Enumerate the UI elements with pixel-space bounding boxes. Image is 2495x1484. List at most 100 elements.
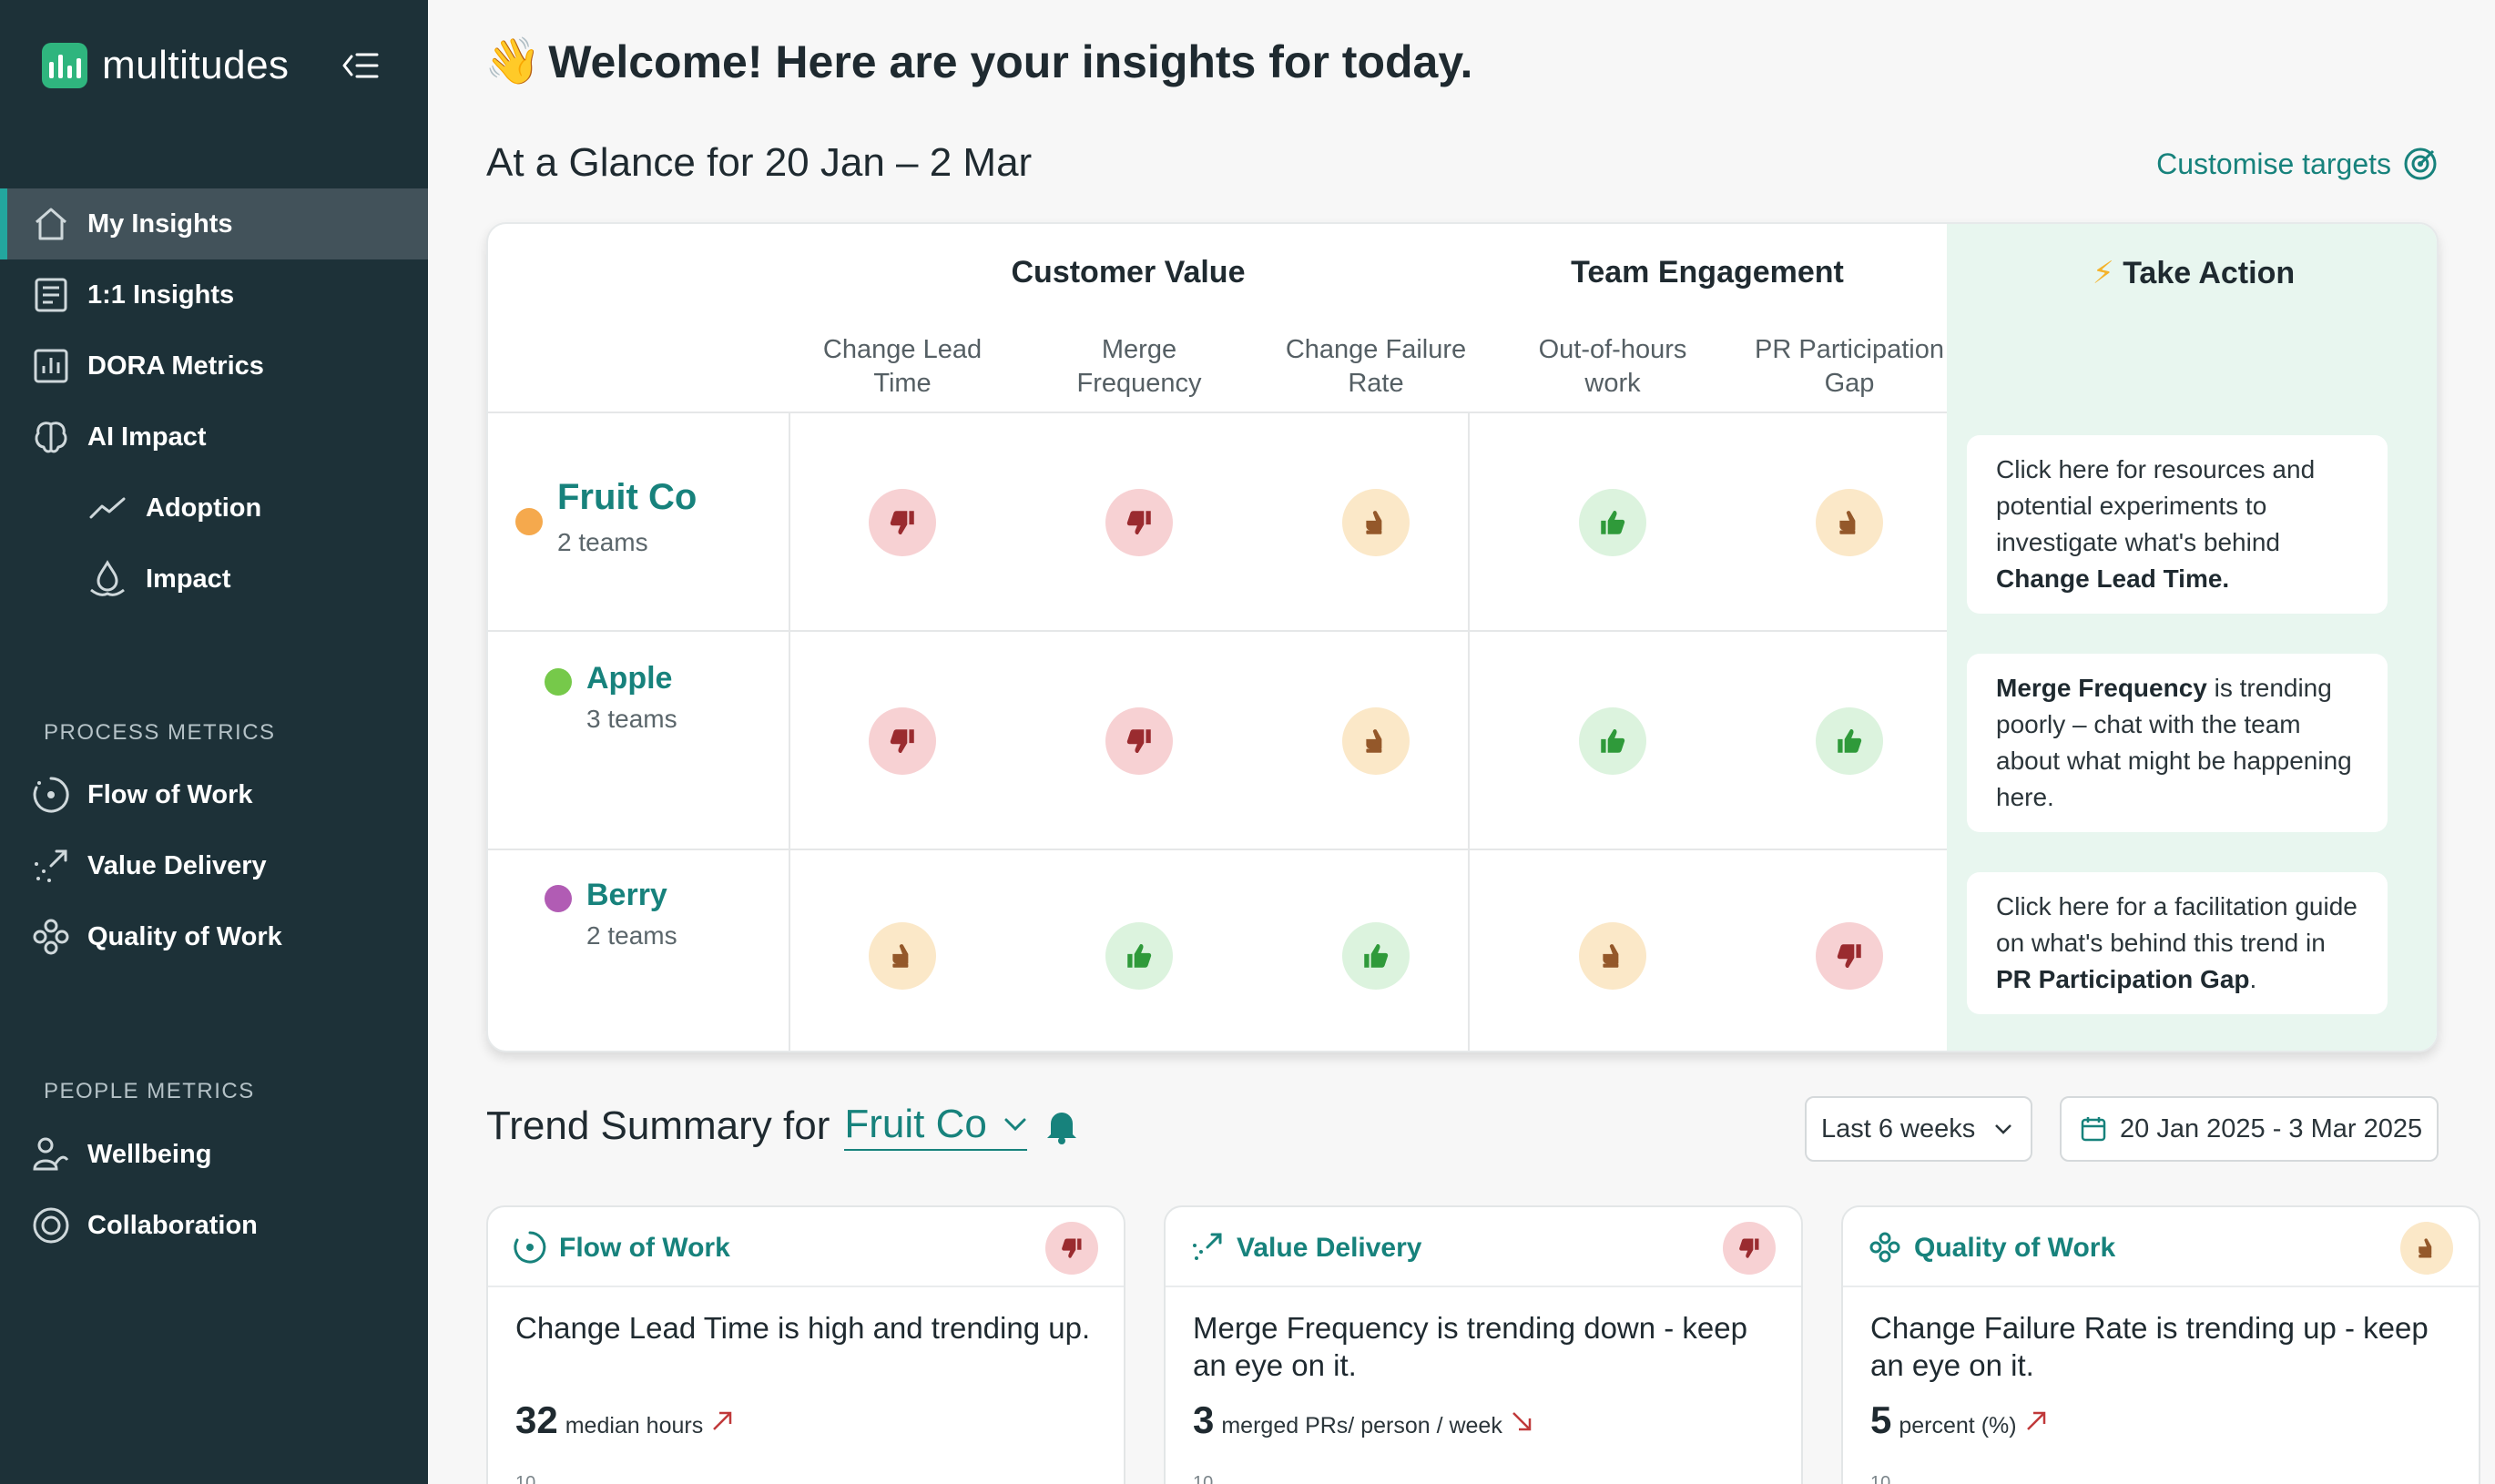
thumbs-down-icon <box>1045 1222 1098 1275</box>
trend-card-header: Quality of Work <box>1843 1207 2479 1287</box>
thumbs-down-icon[interactable] <box>1105 489 1173 556</box>
bar-chart-icon <box>31 346 71 386</box>
column-header: Change Failure Rate <box>1285 335 1467 398</box>
sparkle-arrow-icon <box>1193 1233 1222 1260</box>
customise-targets-label: Customise targets <box>2156 147 2391 180</box>
trend-line-icon <box>87 488 127 528</box>
thumbs-sideways-icon[interactable] <box>1816 489 1883 556</box>
sidebar-item-wellbeing[interactable]: Wellbeing <box>0 1119 428 1190</box>
sidebar-item-my-insights[interactable]: My Insights <box>0 188 428 259</box>
trend-up-arrow-icon <box>2026 1411 2045 1430</box>
thumbs-up-icon[interactable] <box>1816 707 1883 775</box>
thumbs-up-icon[interactable] <box>1579 489 1646 556</box>
take-action-heading: ⚡ Take Action <box>2092 256 2296 290</box>
chart-tick-label: 10 <box>1193 1473 1214 1484</box>
logo-icon <box>42 43 87 88</box>
trend-card[interactable]: Value Delivery Merge Frequency is trendin… <box>1164 1205 1803 1484</box>
calendar-icon <box>2081 1117 2106 1142</box>
org-color-dot <box>545 885 572 912</box>
trend-down-arrow-icon <box>1512 1412 1532 1431</box>
sidebar-item-impact[interactable]: Impact <box>0 544 428 615</box>
trend-card-header: Value Delivery <box>1166 1207 1801 1287</box>
sidebar-item-quality-of-work[interactable]: Quality of Work <box>0 901 428 972</box>
person-icon <box>31 1134 71 1174</box>
sidebar-item-adoption[interactable]: Adoption <box>0 473 428 544</box>
trend-card-value: 5 percent (%) <box>1870 1398 2048 1442</box>
trend-card-description: Change Failure Rate is trending up - kee… <box>1870 1311 2429 1382</box>
chevron-down-icon <box>1995 1124 2012 1134</box>
trend-card-header: Flow of Work <box>488 1207 1124 1287</box>
at-a-glance-table: Customer Value Team Engagement ⚡ Take Ac… <box>486 222 2439 1052</box>
action-suggestion[interactable]: Click here for resources and potential e… <box>1967 435 2388 614</box>
thumbs-up-icon[interactable] <box>1342 922 1410 990</box>
customise-targets-link[interactable]: Customise targets <box>2156 146 2439 182</box>
team-engagement-heading: Team Engagement <box>1571 255 1844 290</box>
action-suggestion[interactable]: Merge Frequency is trending poorly – cha… <box>1967 654 2388 832</box>
quality-icon <box>1869 1232 1900 1263</box>
trend-card-description: Change Lead Time is high and trending up… <box>515 1311 1091 1345</box>
glance-title: At a Glance for 20 Jan – 2 Mar <box>486 140 1033 185</box>
process-metrics-heading: PROCESS METRICS <box>44 720 276 745</box>
target-icon <box>31 1205 71 1245</box>
welcome-text: Welcome! Here are your insights for toda… <box>548 36 1473 87</box>
trend-up-arrow-icon <box>713 1411 732 1430</box>
lightning-icon: ⚡ <box>2092 256 2114 290</box>
thumbs-down-icon[interactable] <box>1105 707 1173 775</box>
thumbs-up-icon[interactable] <box>1579 707 1646 775</box>
chart-tick-label: 10 <box>1870 1473 1891 1484</box>
target-icon <box>2404 147 2437 180</box>
collapse-sidebar-icon[interactable] <box>341 47 381 84</box>
sidebar: multitudes My Insights 1:1 Insights DORA… <box>0 0 428 1484</box>
sparkle-arrow-icon <box>31 846 71 886</box>
sidebar-item-dora-metrics[interactable]: DORA Metrics <box>0 330 428 401</box>
thumbs-sideways-icon[interactable] <box>1579 922 1646 990</box>
org-color-dot <box>515 508 543 535</box>
org-color-dot <box>545 668 572 696</box>
thumbs-sideways-icon <box>2400 1222 2453 1275</box>
column-header: Change Lead Time <box>822 335 983 398</box>
thumbs-down-icon[interactable] <box>1816 922 1883 990</box>
thumbs-sideways-icon[interactable] <box>1342 707 1410 775</box>
thumbs-down-icon[interactable] <box>869 707 936 775</box>
sidebar-item-1-1-insights[interactable]: 1:1 Insights <box>0 259 428 330</box>
page-title: 👋 Welcome! Here are your insights for to… <box>484 35 1472 88</box>
thumbs-down-icon <box>1723 1222 1776 1275</box>
range-dropdown[interactable]: Last 6 weeks <box>1805 1096 2032 1162</box>
thumbs-sideways-icon[interactable] <box>1342 489 1410 556</box>
main-content: 👋 Welcome! Here are your insights for to… <box>428 0 2495 1484</box>
thumbs-down-icon[interactable] <box>869 489 936 556</box>
document-icon <box>31 275 71 315</box>
droplet-icon <box>87 559 127 599</box>
brain-icon <box>31 417 71 457</box>
trend-card-title: Flow of Work <box>559 1233 730 1263</box>
bell-icon[interactable] <box>1044 1107 1080 1145</box>
chevron-down-icon <box>1004 1118 1026 1132</box>
sidebar-item-flow-of-work[interactable]: Flow of Work <box>0 759 428 830</box>
date-range-picker[interactable]: 20 Jan 2025 - 3 Mar 2025 <box>2060 1096 2439 1162</box>
trend-card-value: 3 merged PRs/ person / week <box>1193 1398 1533 1442</box>
trend-card[interactable]: Flow of Work Change Lead Time is high and… <box>486 1205 1125 1484</box>
sidebar-item-value-delivery[interactable]: Value Delivery <box>0 830 428 901</box>
logo[interactable]: multitudes <box>42 38 290 93</box>
trend-card-title: Value Delivery <box>1237 1233 1422 1263</box>
thumbs-sideways-icon[interactable] <box>869 922 936 990</box>
sidebar-item-ai-impact[interactable]: AI Impact <box>0 401 428 473</box>
trend-card[interactable]: Quality of Work Change Failure Rate is tr… <box>1841 1205 2480 1484</box>
action-suggestion[interactable]: Click here for a facilitation guide on w… <box>1967 872 2388 1014</box>
wave-emoji: 👋 <box>484 36 542 86</box>
column-header: Out-of-hours work <box>1538 335 1687 398</box>
org-select[interactable]: Fruit Co <box>844 1102 1027 1151</box>
flow-icon <box>31 775 71 815</box>
people-metrics-heading: PEOPLE METRICS <box>44 1079 255 1103</box>
thumbs-up-icon[interactable] <box>1105 922 1173 990</box>
column-header: PR Participation Gap <box>1755 335 1944 398</box>
sidebar-item-collaboration[interactable]: Collaboration <box>0 1190 428 1261</box>
column-header: Merge Frequency <box>1076 335 1202 398</box>
trend-card-value: 32 median hours <box>515 1398 734 1442</box>
customer-value-heading: Customer Value <box>1011 255 1246 290</box>
quality-icon <box>31 917 71 957</box>
flow-icon <box>514 1231 546 1264</box>
trend-summary-heading: Trend Summary for Fruit Co <box>486 1102 1080 1151</box>
trend-card-description: Merge Frequency is trending down - keep … <box>1193 1311 1747 1382</box>
logo-text: multitudes <box>102 43 290 87</box>
